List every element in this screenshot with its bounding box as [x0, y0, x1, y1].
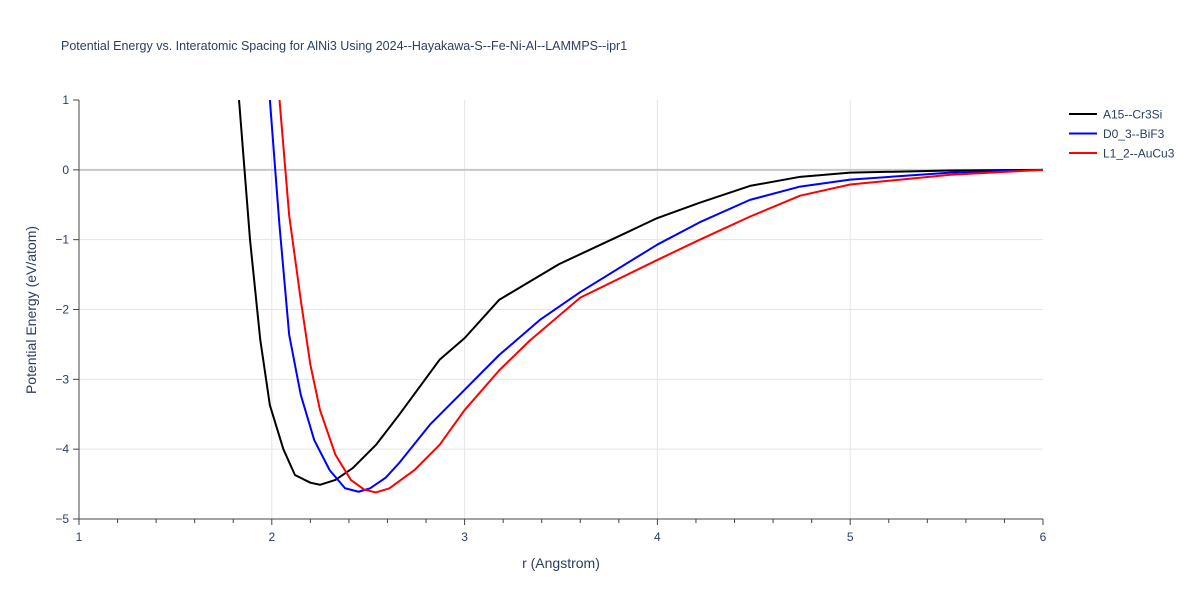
y-tick-label: 1 — [62, 93, 69, 107]
x-tick-label: 3 — [461, 530, 468, 544]
x-tick-label: 5 — [847, 530, 854, 544]
y-tick-label: −1 — [55, 233, 69, 247]
y-tick-label: 0 — [62, 163, 69, 177]
legend[interactable]: A15--Cr3Si D0_3--BiF3 L1_2--AuCu3 — [1069, 108, 1175, 161]
chart-title: Potential Energy vs. Interatomic Spacing… — [61, 39, 627, 53]
axes: 1 2 3 4 5 6 1 0 −1 −2 −3 −4 −5 — [55, 93, 1046, 544]
y-tick-label: −5 — [55, 512, 69, 526]
y-axis-label: Potential Energy (eV/atom) — [23, 226, 39, 394]
legend-label: L1_2--AuCu3 — [1103, 147, 1175, 161]
legend-label: D0_3--BiF3 — [1103, 127, 1165, 141]
x-tick-label: 1 — [76, 530, 83, 544]
y-tick-label: −2 — [55, 303, 69, 317]
x-axis-label: r (Angstrom) — [522, 555, 600, 571]
series-lines — [238, 100, 1043, 494]
x-tick-label: 2 — [268, 530, 275, 544]
x-tick-label: 4 — [654, 530, 661, 544]
y-tick-label: −3 — [55, 372, 69, 386]
gridlines — [79, 100, 1043, 519]
series-line-0 — [238, 100, 1043, 486]
y-tick-label: −4 — [55, 442, 69, 456]
series-line-2 — [278, 100, 1043, 494]
x-tick-label: 6 — [1040, 530, 1047, 544]
legend-label: A15--Cr3Si — [1103, 108, 1162, 122]
series-line-1 — [268, 100, 1043, 493]
